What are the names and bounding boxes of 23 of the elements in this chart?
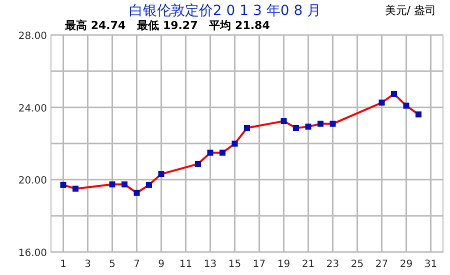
- y-tick-label: 24.00: [18, 103, 47, 114]
- x-tick-label: 7: [134, 259, 140, 270]
- chart-title: 白银伦敦定价2 0 1 3 年0 8 月: [128, 3, 322, 19]
- x-tick-label: 21: [302, 259, 315, 270]
- y-tick-label: 28.00: [18, 31, 47, 42]
- x-tick-label: 31: [424, 259, 438, 270]
- x-tick-label: 19: [277, 259, 290, 270]
- x-tick-label: 29: [400, 259, 413, 270]
- x-tick-label: 3: [84, 259, 91, 270]
- x-tick-label: 15: [228, 259, 242, 270]
- y-axis-title: 美元/ 盎司: [384, 4, 436, 17]
- x-tick-label: 17: [252, 259, 266, 270]
- y-tick-label: 20.00: [18, 176, 47, 187]
- x-tick-label: 27: [375, 259, 388, 270]
- x-tick-label: 1: [60, 259, 66, 270]
- x-tick-label: 13: [204, 259, 217, 270]
- x-tick-label: 11: [179, 259, 192, 270]
- x-tick-label: 25: [350, 259, 364, 270]
- chart-subtitle: 最高 24.74 最低 19.27 平均 21.84: [64, 19, 270, 32]
- x-tick-label: 9: [158, 259, 164, 270]
- x-tick-label: 5: [109, 259, 116, 270]
- y-tick-label: 16.00: [18, 248, 47, 259]
- x-tick-label: 23: [326, 259, 340, 270]
